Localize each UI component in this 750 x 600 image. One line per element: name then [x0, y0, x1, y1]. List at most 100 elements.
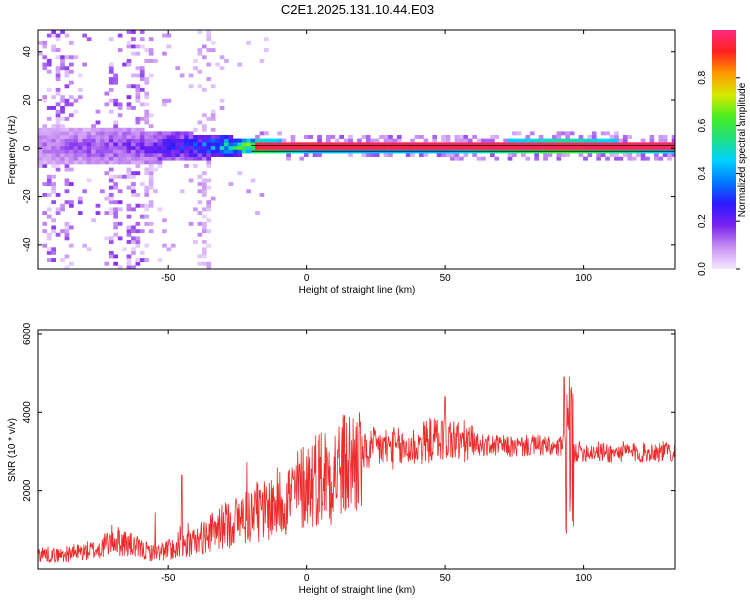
spectrogram-cell — [476, 156, 482, 161]
spectrogram-cell — [543, 153, 548, 157]
spectrogram-cell — [126, 131, 132, 136]
spectrogram-cell — [591, 145, 597, 150]
spectrogram-cell — [228, 149, 234, 154]
spectrogram-cell — [139, 116, 145, 121]
spectrogram-cell — [131, 174, 136, 179]
spectrogram-cell — [122, 156, 127, 161]
spectrogram-cell — [162, 102, 167, 107]
spectrogram-cell — [131, 127, 136, 132]
spectrogram-cell — [459, 135, 464, 139]
spectrogram-cell — [414, 142, 420, 147]
spectrogram-cell — [42, 149, 48, 154]
spectrogram-cell — [131, 250, 136, 255]
spectrogram-cell — [193, 207, 198, 212]
spectrogram-cell — [135, 98, 141, 103]
spectrogram-cell — [122, 131, 127, 136]
spectrogram-cell — [330, 135, 336, 139]
spectrogram-cell — [202, 113, 207, 118]
spectrogram-cell — [38, 153, 43, 157]
spectrogram-cell — [131, 236, 136, 241]
spectrogram-cell — [286, 156, 291, 161]
spectrogram-cell — [135, 261, 141, 266]
spectrogram-cell — [148, 153, 154, 157]
spectrogram-cell — [60, 30, 65, 34]
spectrogram-cell — [139, 138, 145, 143]
spectrogram-cell — [100, 138, 105, 143]
spectrogram-cell — [512, 138, 517, 143]
spectrogram-cell — [157, 156, 163, 161]
spectrogram-cell — [60, 55, 65, 60]
spectrogram-cell — [153, 156, 158, 161]
spectrogram-cell — [166, 156, 172, 161]
spectrogram-cell — [51, 250, 56, 255]
spectrogram-cell — [108, 77, 114, 81]
spectrogram-cell — [454, 153, 460, 157]
spectrogram-cell — [215, 149, 220, 154]
spectrogram-cell — [197, 261, 203, 266]
spectrogram-cell — [117, 142, 123, 147]
spectrogram-cell — [237, 171, 243, 176]
spectrogram-cell — [91, 131, 96, 136]
spectrogram-cell — [175, 149, 181, 154]
spectrogram-cell — [202, 247, 207, 252]
spectrogram-cell — [148, 160, 154, 165]
spectrogram-cell — [126, 171, 132, 176]
spectrogram-cell — [255, 145, 260, 150]
spectrogram-cell — [51, 182, 56, 186]
spectrogram-cell — [95, 149, 101, 154]
spectrogram-cell — [55, 142, 61, 147]
spectrogram-cell — [175, 156, 181, 161]
spectrogram-cell — [95, 138, 101, 143]
spectrogram-cell — [86, 178, 92, 183]
spectrogram-cell — [113, 185, 118, 190]
spectrogram-cell — [246, 138, 251, 143]
spectrogram-cell — [42, 182, 48, 186]
spectrogram-cell — [64, 33, 70, 38]
spectrogram-cell — [290, 145, 296, 150]
spectrogram-cell — [91, 156, 96, 161]
spectrogram-cell — [64, 200, 70, 205]
spectrogram-cell — [277, 131, 282, 136]
spectrogram-cell — [343, 142, 349, 147]
spectrogram-cell — [82, 243, 87, 248]
spectrogram-cell — [627, 135, 633, 139]
snr-frame — [37, 329, 676, 570]
spectrogram-cell — [219, 106, 225, 110]
spectrogram-cell — [117, 113, 123, 118]
spectrogram-cell — [131, 37, 136, 42]
spectrogram-cell — [481, 145, 486, 150]
spectrogram-cell — [166, 145, 172, 150]
spectrogram-cell — [219, 138, 225, 143]
spectrogram-cell — [202, 149, 207, 154]
spectrogram-cell — [64, 55, 70, 60]
spectrogram-cell — [51, 156, 56, 161]
spectrogram-cell — [206, 178, 212, 183]
spectrogram-cell — [219, 55, 225, 60]
spectrogram-cell — [108, 200, 114, 205]
spectrogram-cell — [73, 127, 79, 132]
spectrogram-cell — [197, 120, 203, 125]
colorbar-tick-label: 0.6 — [697, 118, 708, 132]
spectrogram-cell — [86, 247, 92, 252]
spectrogram-cell — [100, 127, 105, 132]
spectrogram-cell — [135, 127, 141, 132]
spectrogram-cell — [259, 145, 265, 150]
spectrogram-cell — [290, 142, 296, 147]
spectrogram-cell — [370, 138, 375, 143]
spectrogram-cell — [126, 160, 132, 165]
spectrogram-cell — [636, 145, 641, 150]
spectrogram-cell — [64, 84, 70, 89]
spectrogram-cell — [525, 145, 531, 150]
spectrogram-cell — [503, 138, 508, 143]
spectrogram-cell — [42, 193, 48, 197]
spectrogram-cell — [498, 142, 504, 147]
spectrogram-cell — [277, 145, 282, 150]
snr-x-tick-label: -50 — [161, 573, 176, 584]
spectrogram-cell — [73, 149, 79, 154]
spectrogram-cell — [55, 160, 61, 165]
spectrogram-cell — [162, 145, 167, 150]
spectrogram-cell — [144, 142, 150, 147]
spectrogram-cell — [86, 160, 92, 165]
spectrogram-cell — [46, 145, 52, 150]
spectrogram-cell — [259, 138, 265, 143]
